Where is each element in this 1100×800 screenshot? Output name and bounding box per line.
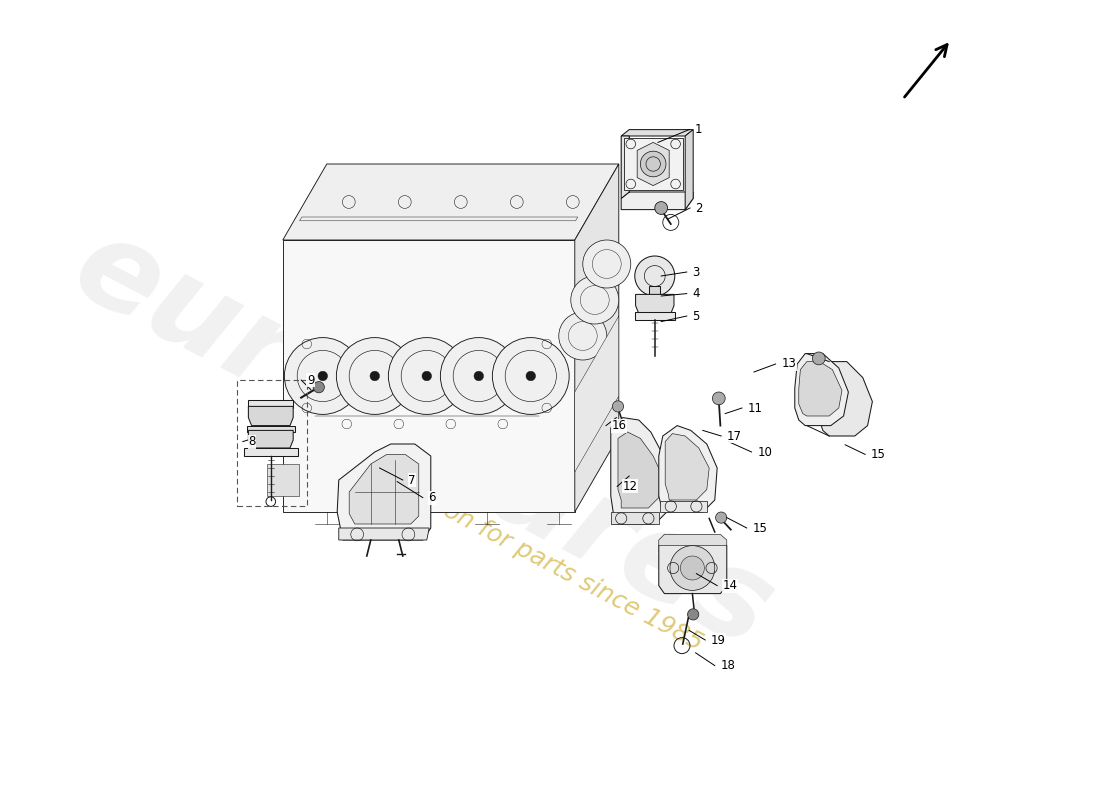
Circle shape: [583, 240, 630, 288]
Text: 19: 19: [711, 634, 726, 646]
Polygon shape: [649, 286, 660, 296]
Circle shape: [285, 338, 361, 414]
Circle shape: [813, 352, 825, 365]
Polygon shape: [685, 130, 693, 210]
Text: 1: 1: [695, 123, 702, 136]
Polygon shape: [659, 534, 727, 546]
Text: 9: 9: [307, 374, 315, 386]
Circle shape: [670, 546, 715, 590]
Circle shape: [370, 371, 379, 381]
Circle shape: [388, 338, 465, 414]
Circle shape: [688, 609, 698, 620]
Circle shape: [635, 256, 674, 296]
Polygon shape: [249, 430, 294, 448]
Text: 6: 6: [428, 491, 436, 504]
Polygon shape: [659, 426, 717, 512]
Text: 16: 16: [612, 419, 627, 432]
Polygon shape: [610, 512, 659, 524]
Polygon shape: [338, 444, 431, 540]
Circle shape: [314, 382, 324, 393]
Circle shape: [474, 371, 484, 381]
Circle shape: [337, 338, 414, 414]
Circle shape: [613, 401, 624, 412]
Circle shape: [640, 151, 666, 177]
Text: 10: 10: [757, 446, 772, 458]
Text: 11: 11: [748, 402, 762, 414]
Text: a passion for parts since 1985: a passion for parts since 1985: [362, 457, 707, 655]
Polygon shape: [249, 406, 294, 426]
Polygon shape: [283, 164, 619, 240]
Text: 4: 4: [692, 287, 700, 300]
Polygon shape: [267, 464, 299, 496]
Polygon shape: [283, 240, 575, 512]
Polygon shape: [339, 528, 429, 540]
Polygon shape: [660, 501, 707, 512]
Text: 14: 14: [723, 579, 738, 592]
Polygon shape: [635, 312, 674, 320]
Text: 5: 5: [692, 310, 700, 322]
Polygon shape: [659, 540, 727, 594]
Polygon shape: [246, 426, 295, 432]
Circle shape: [559, 312, 607, 360]
Circle shape: [422, 371, 431, 381]
Circle shape: [526, 371, 536, 381]
Polygon shape: [818, 362, 872, 436]
Circle shape: [493, 338, 569, 414]
Polygon shape: [795, 354, 848, 426]
Polygon shape: [249, 400, 294, 408]
Polygon shape: [243, 448, 298, 456]
Polygon shape: [636, 294, 674, 314]
Text: 8: 8: [249, 435, 256, 448]
Polygon shape: [666, 434, 710, 500]
Circle shape: [571, 276, 619, 324]
Polygon shape: [349, 454, 419, 524]
Polygon shape: [575, 164, 619, 512]
Text: 15: 15: [752, 522, 768, 534]
Circle shape: [318, 371, 328, 381]
Text: 15: 15: [871, 448, 886, 461]
Text: 3: 3: [692, 266, 700, 278]
Polygon shape: [575, 316, 619, 472]
Polygon shape: [621, 136, 629, 192]
Polygon shape: [621, 136, 629, 198]
Text: 17: 17: [727, 430, 741, 442]
Polygon shape: [621, 130, 693, 136]
Polygon shape: [621, 192, 693, 210]
Circle shape: [681, 556, 704, 580]
Polygon shape: [799, 362, 842, 416]
Polygon shape: [625, 138, 683, 190]
Polygon shape: [610, 418, 671, 524]
Circle shape: [716, 512, 727, 523]
Text: 18: 18: [720, 659, 735, 672]
Circle shape: [713, 392, 725, 405]
Text: eurospares: eurospares: [54, 207, 791, 673]
Text: 12: 12: [623, 480, 638, 493]
Polygon shape: [618, 432, 661, 508]
Circle shape: [440, 338, 517, 414]
Circle shape: [654, 202, 668, 214]
Text: 7: 7: [408, 474, 416, 486]
Polygon shape: [637, 142, 669, 186]
Text: 2: 2: [695, 202, 703, 214]
Text: 13: 13: [781, 358, 796, 370]
